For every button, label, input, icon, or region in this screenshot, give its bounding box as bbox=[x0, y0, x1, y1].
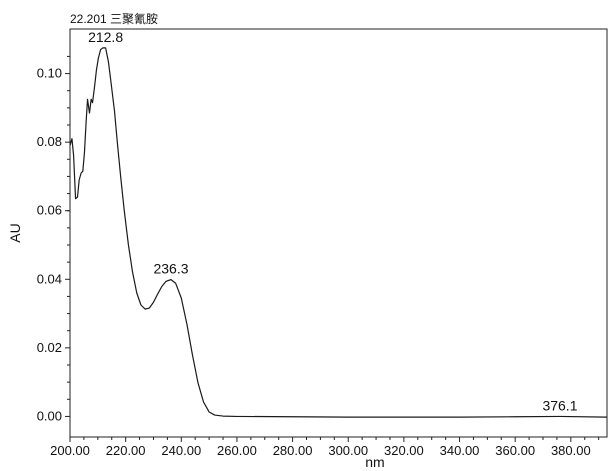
x-axis-title: nm bbox=[365, 454, 384, 470]
x-tick-label: 220.00 bbox=[106, 443, 146, 458]
peak-label: 376.1 bbox=[542, 397, 577, 413]
y-tick-label: 0.06 bbox=[37, 203, 62, 218]
x-tick-label: 300.00 bbox=[328, 443, 368, 458]
x-tick-label: 240.00 bbox=[161, 443, 201, 458]
chart-title: 22.201 三聚氰胺 bbox=[70, 11, 158, 26]
peak-label: 212.8 bbox=[88, 29, 123, 45]
y-axis-title: AU bbox=[7, 223, 23, 242]
x-tick-label: 320.00 bbox=[384, 443, 424, 458]
y-tick-label: 0.10 bbox=[37, 66, 62, 81]
y-tick-label: 0.02 bbox=[37, 340, 62, 355]
x-axis: 200.00 220.00 240.00 260.00 280.00 300.00 320.… bbox=[50, 437, 600, 458]
peak-labels: 212.8 236.3 376.1 bbox=[88, 29, 578, 414]
peak-label: 236.3 bbox=[153, 261, 188, 277]
x-tick-label: 380.00 bbox=[551, 443, 591, 458]
y-tick-label: 0.08 bbox=[37, 134, 62, 149]
x-tick-label: 280.00 bbox=[273, 443, 313, 458]
x-tick-label: 360.00 bbox=[495, 443, 535, 458]
x-tick-label: 340.00 bbox=[440, 443, 480, 458]
x-tick-label: 200.00 bbox=[50, 443, 90, 458]
y-tick-label: 0.00 bbox=[37, 408, 62, 423]
y-axis: 0.00 0.02 0.04 0.06 0.08 0.10 bbox=[37, 55, 70, 423]
spectrum-line bbox=[69, 47, 608, 418]
x-tick-label: 260.00 bbox=[217, 443, 257, 458]
plot-frame bbox=[69, 28, 608, 438]
y-tick-label: 0.04 bbox=[37, 271, 62, 286]
